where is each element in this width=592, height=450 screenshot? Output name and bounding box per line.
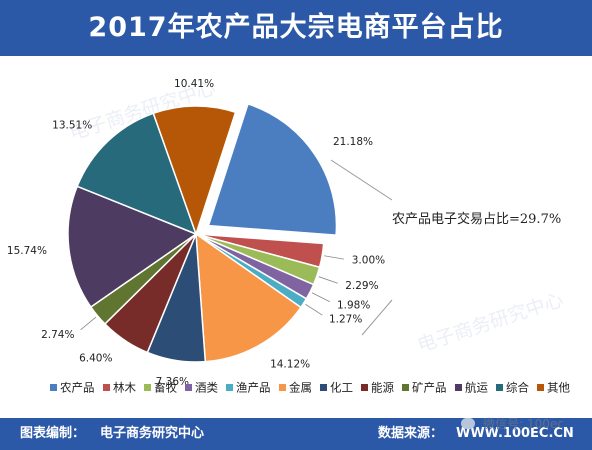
legend-label: 金属 xyxy=(289,381,312,395)
legend-swatch xyxy=(496,384,503,391)
wechat-watermark: 微信号: 100ec xyxy=(461,413,564,431)
legend-label: 化工 xyxy=(330,381,353,395)
wechat-icon xyxy=(461,418,475,429)
legend-swatch xyxy=(144,384,151,391)
slice-11 xyxy=(76,112,198,236)
legend-label: 航运 xyxy=(465,381,488,395)
slice-label: 2.74% xyxy=(41,329,74,341)
legend-label: 林木 xyxy=(113,381,136,395)
legend-label: 综合 xyxy=(506,381,529,395)
label-leader-line xyxy=(318,276,338,284)
footer-source-label: 数据来源： xyxy=(378,426,444,441)
legend-label: 渔产品 xyxy=(236,381,271,395)
slice-label: 1.98% xyxy=(337,299,370,311)
slice-label: 15.74% xyxy=(7,245,47,257)
legend-swatch xyxy=(537,384,544,391)
watermark: 电子商务研究中心 xyxy=(415,289,566,357)
footer-source-value: WWW.100EC.CN xyxy=(456,426,574,441)
pie-chart: 电子商务研究中心 电子商务研究中心 21.18%3.00%2.29%1.98%1… xyxy=(7,77,571,395)
legend-swatch xyxy=(402,384,409,391)
footer-compiled-label: 图表编制： xyxy=(20,426,86,441)
legend-label: 农产品 xyxy=(60,381,95,395)
footer-compiled-value: 电子商务研究中心 xyxy=(100,426,205,441)
legend-swatch xyxy=(320,384,327,391)
slice-label: 6.40% xyxy=(79,353,112,365)
legend-label: 畜牧 xyxy=(154,381,177,395)
slice-1 xyxy=(207,102,338,236)
legend-swatch xyxy=(361,384,368,391)
slice-label: 10.41% xyxy=(174,78,214,90)
legend-swatch xyxy=(185,384,192,391)
label-leader-line xyxy=(324,255,344,260)
annotation-bracket xyxy=(330,159,393,201)
slice-label: 2.29% xyxy=(345,280,378,292)
annotation-bracket xyxy=(361,299,393,336)
legend-label: 能源 xyxy=(371,381,394,395)
slice-label: 7.36% xyxy=(156,376,189,388)
slice-label: 1.27% xyxy=(329,313,362,325)
slice-10 xyxy=(67,185,198,309)
legend-label: 其他 xyxy=(547,381,570,395)
label-leader-line xyxy=(80,316,97,331)
wechat-id: 微信号: 100ec xyxy=(483,417,564,431)
slice-6 xyxy=(195,232,302,363)
legend-swatch xyxy=(226,384,233,391)
label-leader-line xyxy=(305,303,323,316)
legend-swatch xyxy=(279,384,286,391)
chart-title: 2017年农产品大宗电商平台占比 xyxy=(88,12,504,43)
label-leader-line xyxy=(311,292,331,303)
legend-swatch xyxy=(455,384,462,391)
annotation-text: 农产品电子交易占比=29.7% xyxy=(392,211,561,227)
slice-12 xyxy=(152,105,237,237)
legend-label: 矿产品 xyxy=(412,381,447,395)
slice-label: 13.51% xyxy=(52,120,92,132)
legend-swatch xyxy=(50,384,57,391)
slice-label: 14.12% xyxy=(270,358,310,370)
legend-swatch xyxy=(103,384,110,391)
slice-label: 21.18% xyxy=(333,136,373,148)
slice-label: 3.00% xyxy=(352,254,385,266)
footer-bar: 图表编制： 电子商务研究中心 数据来源： WWW.100EC.CN xyxy=(0,418,592,450)
legend-label: 酒类 xyxy=(195,381,218,395)
header-bar: 2017年农产品大宗电商平台占比 xyxy=(0,0,592,56)
